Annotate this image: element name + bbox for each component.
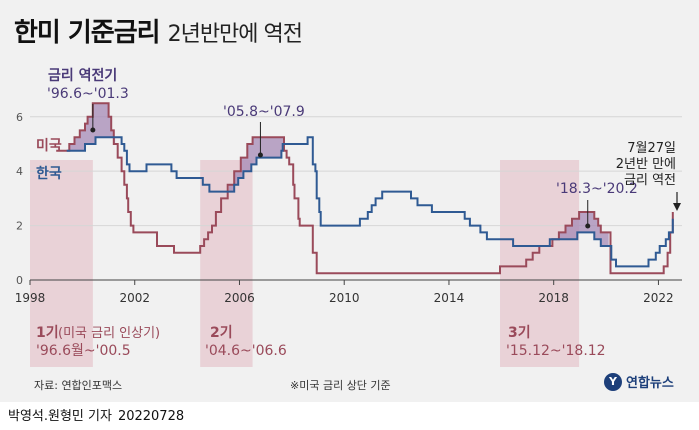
period-1-label: 1기	[36, 325, 59, 341]
period-band-1	[30, 160, 93, 367]
byline: 박영석.원형민 기자	[8, 409, 112, 424]
source-note: 자료: 연합인포맥스	[34, 379, 123, 392]
page-subtitle: 2년반만에 역전	[167, 22, 303, 47]
inversion-1-dot	[90, 127, 96, 133]
basis-note: ※미국 금리 상단 기준	[290, 379, 391, 392]
x-tick-label: 2010	[329, 291, 360, 305]
inversion-3-range: '18.3~'20.2	[556, 181, 638, 197]
inversion-1-range: '96.6~'01.3	[47, 86, 129, 102]
chart-panel	[0, 0, 699, 402]
x-tick-label: 2018	[538, 291, 569, 305]
inversion-area-1	[66, 103, 116, 151]
annotation-line-3: 금리 역전	[624, 173, 676, 188]
y-tick-label: 4	[16, 165, 23, 178]
x-tick-label: 2002	[119, 291, 150, 305]
korea-rate-line	[66, 136, 674, 268]
y-tick-label: 6	[16, 111, 23, 124]
inversion-3-dot	[585, 223, 591, 229]
x-tick-label: 2014	[434, 291, 465, 305]
period-2-label: 2기	[210, 325, 233, 341]
period-band-2	[200, 160, 253, 367]
yonhap-logo: Y 연합뉴스	[604, 372, 674, 391]
period-2-range: '04.6~'06.6	[205, 343, 287, 359]
period-1-range: '96.6월~'00.5	[36, 343, 131, 359]
period-3-label: 3기	[508, 325, 531, 341]
annotation-line-2: 2년반 만에	[616, 157, 676, 172]
period-band-3	[500, 160, 580, 367]
y-tick-label: 0	[16, 274, 23, 287]
annotation-arrow-head	[673, 203, 681, 211]
credit-line: 박영석.원형민 기자 20220728	[8, 405, 184, 424]
inversion-area-3	[558, 212, 609, 246]
us-rate-line	[56, 102, 674, 275]
x-tick-label: 2006	[224, 291, 255, 305]
x-tick-label: 1998	[15, 291, 46, 305]
logo-text: 연합뉴스	[626, 376, 674, 391]
logo-mark-icon: Y	[604, 372, 622, 391]
title-block: 한미 기준금리 2년반만에 역전	[14, 12, 303, 56]
period-3-range: '15.12~'18.12	[506, 343, 606, 359]
inversion-2-range: '05.8~'07.9	[223, 104, 305, 120]
annotation-line-1: 7월27일	[627, 141, 676, 156]
korea-series-label: 한국	[36, 166, 62, 182]
inversion-2-dot	[257, 152, 263, 158]
y-tick-label: 2	[16, 220, 23, 233]
period-1-detail: (미국 금리 인상기)	[58, 326, 160, 341]
us-series-label: 미국	[36, 138, 62, 154]
inversion-1-label: 금리 역전기	[48, 67, 117, 84]
x-tick-label: 2022	[643, 291, 674, 305]
page-title: 한미 기준금리	[14, 18, 161, 48]
publish-date: 20220728	[117, 409, 185, 424]
